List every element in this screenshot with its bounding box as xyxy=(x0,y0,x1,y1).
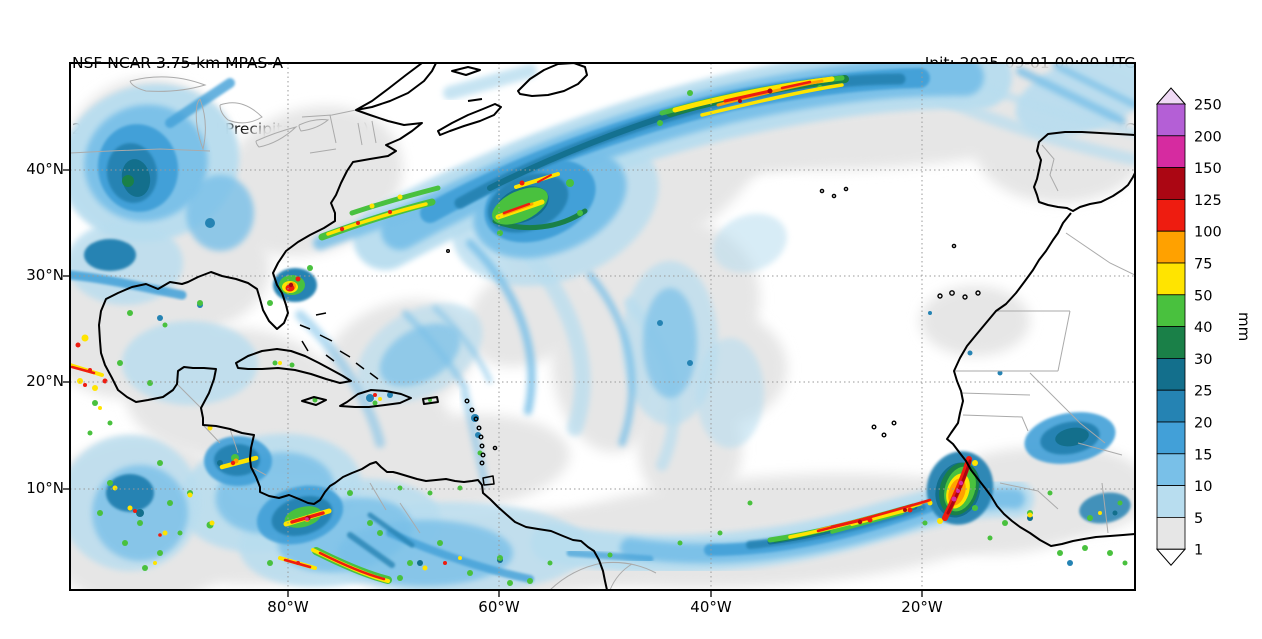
colorbar-tick-label: 30 xyxy=(1194,352,1212,368)
colorbar-tick-label: 20 xyxy=(1194,416,1212,432)
puerto-rico-coast xyxy=(422,396,439,405)
y-tick-label: 40°N xyxy=(26,160,64,178)
colorbar-tick-label: 125 xyxy=(1194,193,1222,209)
map-canvas xyxy=(63,62,1136,597)
jamaica-coast xyxy=(301,396,327,406)
x-tick-label: 20°W xyxy=(901,598,943,616)
colorbar-tick-label: 10 xyxy=(1194,479,1212,495)
map-frame xyxy=(69,62,1136,591)
colorbar-tick-label: 25 xyxy=(1194,384,1212,400)
axis-ticks xyxy=(63,169,923,597)
trinidad-coast xyxy=(482,475,495,486)
y-tick-label: 20°N xyxy=(26,372,64,390)
colorbar: 250 200 150 125 100 75 50 40 30 25 20 15 10 5 1 mm xyxy=(1155,87,1253,566)
iberia-border xyxy=(1041,144,1059,192)
colorbar-tick-label: 200 xyxy=(1194,129,1222,145)
colorbar-unit-label: mm xyxy=(1235,312,1253,341)
great-lakes-outline xyxy=(129,76,330,151)
precipitation-field xyxy=(70,63,1135,590)
y-tick-label: 30°N xyxy=(26,266,64,284)
colorbar-tick-label: 150 xyxy=(1194,161,1222,177)
colorbar-tick-label: 1 xyxy=(1194,543,1203,559)
central-america-borders xyxy=(176,383,267,476)
small-islands xyxy=(446,186,981,466)
y-tick-label: 10°N xyxy=(26,479,64,497)
x-tick-label: 60°W xyxy=(478,598,520,616)
south-america-rivers xyxy=(369,482,657,590)
colorbar-tick-label: 50 xyxy=(1194,288,1212,304)
x-tick-label: 80°W xyxy=(267,598,309,616)
bahamas-islands xyxy=(299,312,379,380)
nova-scotia-coast xyxy=(437,103,502,136)
colorbar-tick-label: 100 xyxy=(1194,225,1222,241)
prince-edward-island xyxy=(467,98,483,102)
colorbar-tick-label: 5 xyxy=(1194,511,1203,527)
colorbar-tick-label: 15 xyxy=(1194,447,1212,463)
st-lawrence-coast xyxy=(355,63,437,111)
newfoundland-coast xyxy=(517,63,588,97)
colorbar-tick-label: 250 xyxy=(1194,98,1222,114)
state-borders xyxy=(70,109,377,154)
africa-borders xyxy=(954,232,1135,534)
iberia-coast xyxy=(1033,131,1135,212)
colorbar-tick-label: 40 xyxy=(1194,320,1212,336)
hispaniola-coast xyxy=(339,389,412,408)
americas-mainland-coast xyxy=(98,109,608,590)
anticosti-island xyxy=(451,66,481,76)
colorbar-tick-label: 75 xyxy=(1194,257,1212,273)
cuba-coast xyxy=(235,348,352,384)
africa-west-coast xyxy=(946,212,1135,547)
admin-borders xyxy=(70,76,1135,590)
x-tick-label: 40°W xyxy=(690,598,732,616)
coastlines xyxy=(98,63,1135,590)
